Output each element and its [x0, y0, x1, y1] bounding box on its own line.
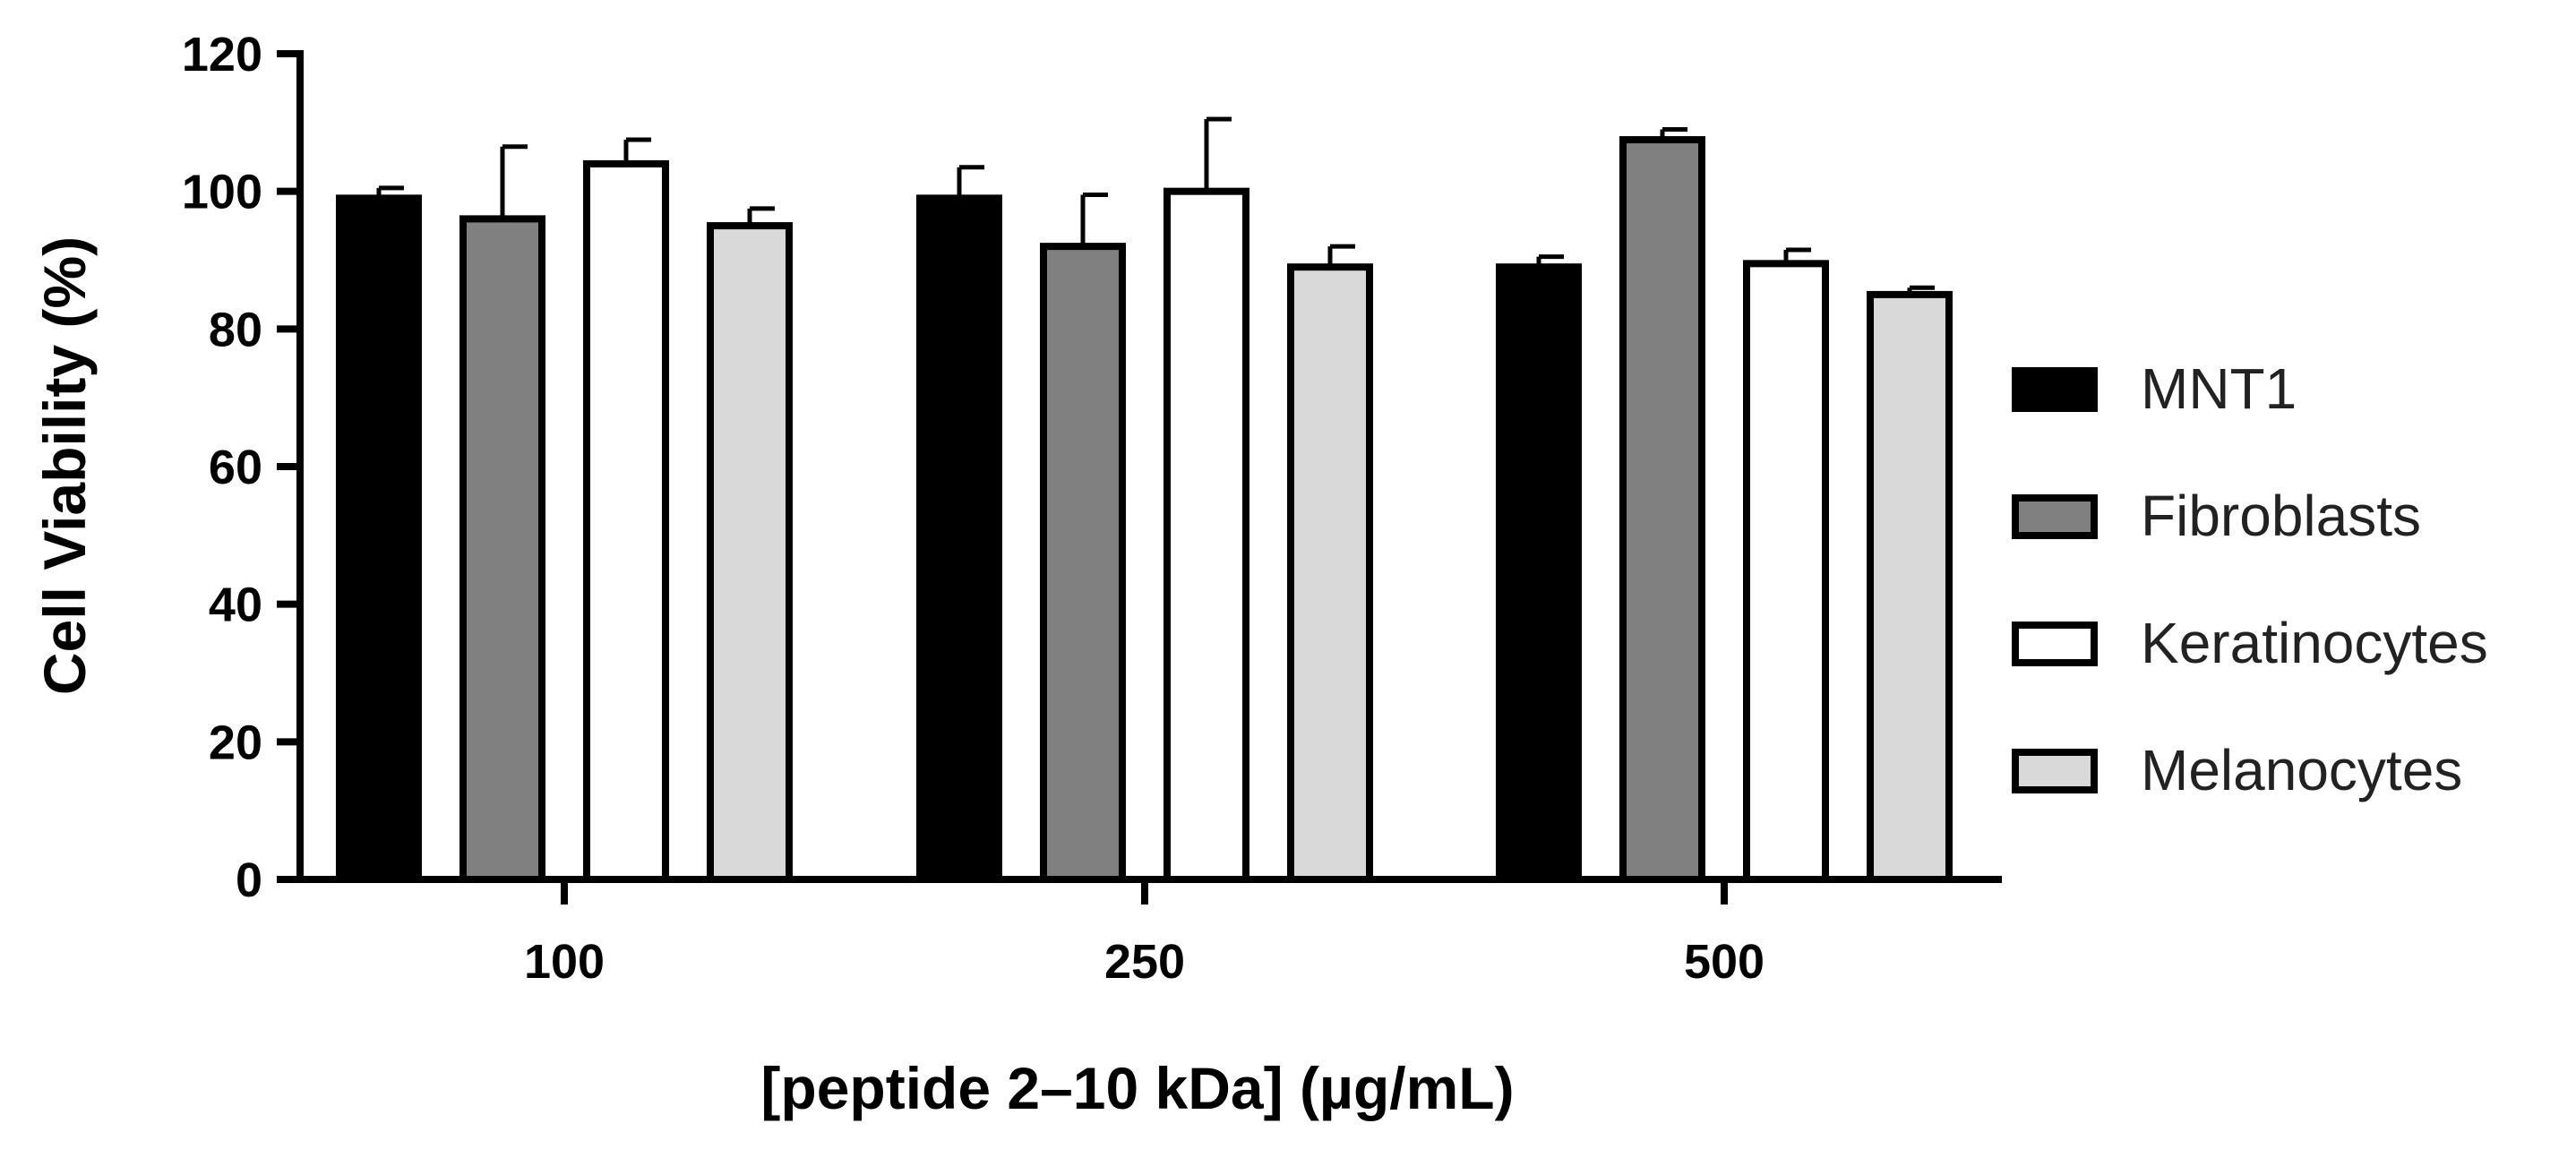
bar-melanocytes-100 — [707, 222, 793, 884]
legend-label-melanocytes: Melanocytes — [2141, 738, 2462, 802]
plot-area — [336, 116, 1953, 884]
bar-keratinocytes-100 — [583, 159, 669, 883]
y-tick-label: 20 — [209, 716, 262, 769]
bar-mnt1-250 — [916, 194, 1002, 884]
legend-swatch-melanocytes — [2012, 749, 2098, 793]
bar-melanocytes-500 — [1867, 290, 1953, 883]
y-tick-label: 60 — [209, 441, 262, 494]
legend-label-mnt1: MNT1 — [2141, 356, 2297, 421]
legend-swatch-fibroblasts — [2012, 494, 2098, 539]
bar-melanocytes-250 — [1287, 263, 1373, 883]
bar-keratinocytes-500 — [1743, 260, 1829, 883]
axes: 0 20 40 60 80 100 120 100 250 500 — [182, 28, 2002, 989]
y-tick-label: 80 — [209, 303, 262, 356]
bar-mnt1-500 — [1496, 263, 1582, 883]
y-tick-label: 100 — [182, 166, 262, 219]
legend: MNT1 Fibroblasts Keratinocytes Melanocytes — [2012, 356, 2488, 802]
legend-swatch-keratinocytes — [2012, 622, 2098, 666]
y-tick-label: 40 — [209, 579, 262, 632]
y-axis-title: Cell Viability (%) — [31, 236, 98, 695]
y-tick-label: 0 — [236, 853, 262, 907]
bar-keratinocytes-250 — [1163, 187, 1249, 883]
x-tick-label: 500 — [1684, 935, 1765, 989]
x-tick-label: 250 — [1104, 935, 1185, 989]
bar-fibroblasts-100 — [459, 215, 545, 883]
bar-mnt1-100 — [336, 194, 422, 884]
legend-swatch-mnt1 — [2012, 367, 2098, 412]
bar-fibroblasts-500 — [1619, 136, 1705, 883]
x-axis-title: [peptide 2–10 kDa] (µg/mL) — [760, 1055, 1514, 1121]
legend-label-keratinocytes: Keratinocytes — [2141, 611, 2488, 675]
y-tick-label: 120 — [182, 28, 262, 81]
legend-label-fibroblasts: Fibroblasts — [2141, 484, 2421, 548]
bar-fibroblasts-250 — [1040, 243, 1126, 883]
x-tick-label: 100 — [524, 935, 605, 989]
